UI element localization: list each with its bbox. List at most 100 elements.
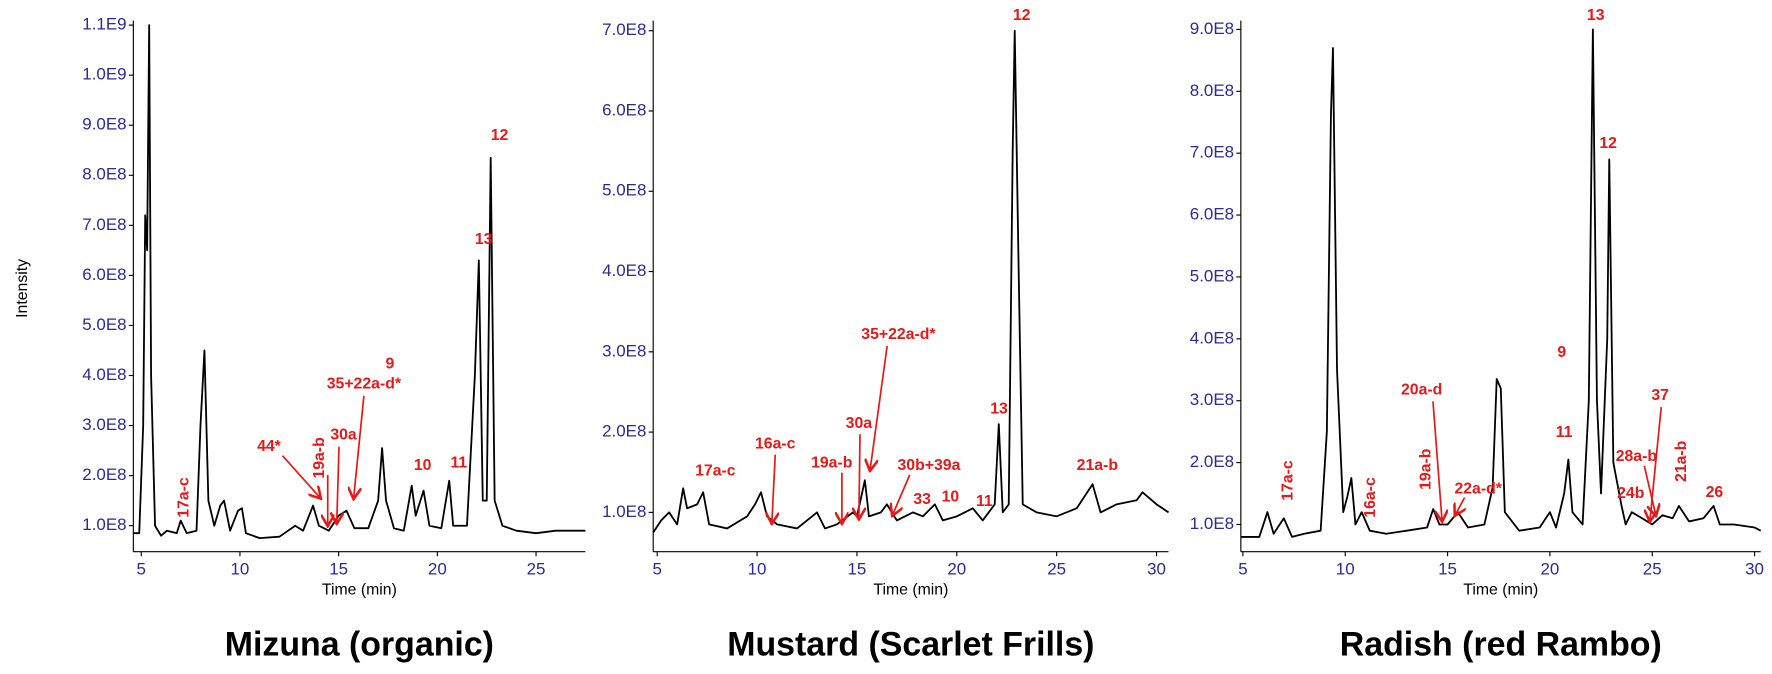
trace [133,24,586,540]
peak-label: 13 [1587,7,1605,24]
peak-label: 30b+39a [898,457,961,474]
x-tick-label: 5 [652,559,661,578]
y-tick-label: 4.0E8 [82,365,126,384]
y-tick-label: 1.0E8 [1190,514,1234,533]
peak-label: 20a-d [1401,381,1442,398]
peak-label: 19a-b [311,437,328,479]
peak-label: 28a-b [1616,448,1658,465]
peak-label: 19a-b [1417,448,1434,490]
peak-label: 16a-c [1362,477,1379,518]
y-tick-label: 1.1E9 [82,15,126,34]
peak-label: 13 [990,400,1008,417]
peak-label: 11 [976,493,993,510]
x-tick-label: 25 [1047,559,1066,578]
peak-arrow [354,395,365,498]
x-axis-title: Time (min) [1463,581,1538,598]
peak-label: 12 [1599,135,1617,152]
peak-arrow [870,345,888,469]
peak-label: 9 [385,355,394,372]
y-tick-label: 4.0E8 [602,261,646,280]
y-tick-label: 6.0E8 [82,265,126,284]
peak-label: 19a-b [811,455,853,472]
peak-label: 35+22a-d* [861,326,936,343]
peak-label: 37 [1651,387,1669,404]
peak-label: 33 [913,491,931,508]
x-tick-label: 15 [1438,559,1457,578]
peak-label: 10 [942,489,960,506]
y-tick-label: 7.0E8 [82,215,126,234]
peak-label: 12 [1013,7,1031,24]
peak-arrow [337,446,339,523]
y-tick-label: 7.0E8 [602,20,646,39]
peak-arrow [893,474,911,515]
peak-arrow [281,455,320,498]
peak-label: 13 [475,231,493,248]
y-tick-label: 5.0E8 [602,181,646,200]
y-tick-label: 3.0E8 [602,341,646,360]
x-tick-label: 30 [1745,559,1764,578]
y-tick-label: 1.0E8 [82,515,126,534]
x-tick-label: 10 [231,559,250,578]
peak-label: 12 [491,127,509,144]
y-tick-label: 8.0E8 [82,165,126,184]
peak-arrow [1456,497,1465,514]
panel-title: Mizuna (organic) [225,626,494,664]
y-tick-label: 9.0E8 [1190,19,1234,38]
y-tick-label: 2.0E8 [1190,452,1234,471]
peak-label: 10 [414,457,432,474]
y-tick-label: 2.0E8 [82,465,126,484]
x-tick-label: 15 [848,559,867,578]
x-tick-label: 20 [1540,559,1559,578]
peak-label: 17a-c [695,463,736,480]
y-tick-label: 5.0E8 [82,315,126,334]
peak-label: 17a-c [175,477,192,518]
y-tick-label: 9.0E8 [82,115,126,134]
x-axis-title: Time (min) [322,581,397,598]
trace [1240,28,1762,538]
peak-label: 21a-b [1077,457,1119,474]
peak-label: 44* [257,438,282,455]
x-tick-label: 5 [137,559,146,578]
peak-label: 22a-d* [1454,481,1502,498]
peak-arrow [1643,465,1655,515]
y-tick-label: 6.0E8 [602,100,646,119]
peak-label: 9 [1557,344,1566,361]
y-tick-label: 6.0E8 [1190,205,1234,224]
x-axis-title: Time (min) [873,581,948,598]
y-tick-label: 1.0E8 [602,502,646,521]
x-tick-label: 10 [1336,559,1355,578]
trace [652,29,1170,534]
x-tick-label: 5 [1238,559,1247,578]
peak-label: 26 [1706,484,1724,501]
x-tick-label: 20 [947,559,966,578]
y-tick-label: 8.0E8 [1190,81,1234,100]
peak-label: 24b [1617,485,1645,502]
panel-title: Radish (red Rambo) [1340,626,1662,664]
peak-label: 17a-c [1279,460,1296,501]
x-tick-label: 25 [1643,559,1662,578]
x-tick-label: 25 [527,559,546,578]
y-tick-label: 4.0E8 [1190,328,1234,347]
y-tick-label: 5.0E8 [1190,266,1234,285]
x-tick-label: 10 [748,559,767,578]
x-tick-label: 30 [1147,559,1166,578]
panel-title: Mustard (Scarlet Frills) [727,626,1094,664]
peak-label: 21a-b [1673,440,1690,482]
peak-label: 30a [846,415,873,432]
peak-label: 16a-c [755,436,796,453]
y-tick-label: 1.0E9 [82,65,126,84]
peak-label: 35+22a-d* [327,376,402,393]
peak-label: 11 [1556,424,1573,441]
peak-arrow [772,454,775,523]
peak-label: 11 [450,455,467,472]
y-tick-label: 2.0E8 [602,422,646,441]
y-tick-label: 3.0E8 [82,415,126,434]
y-tick-label: 3.0E8 [1190,390,1234,409]
peak-arrow [859,434,860,518]
y-axis-title: Intensity [14,259,31,318]
peak-label: 30a [330,426,357,443]
x-tick-label: 15 [329,559,348,578]
peak-arrow [1432,401,1442,520]
